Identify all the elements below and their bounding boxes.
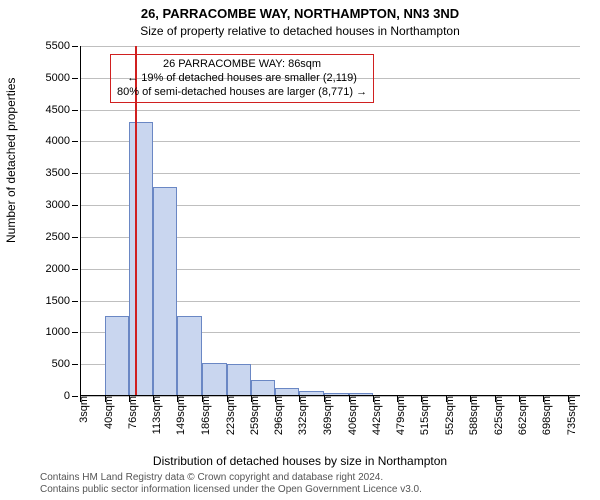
x-tick-label: 662sqm	[509, 396, 529, 435]
x-tick-label: 369sqm	[314, 396, 334, 435]
x-axis-label: Distribution of detached houses by size …	[0, 454, 600, 468]
annotation-line: 26 PARRACOMBE WAY: 86sqm	[117, 58, 367, 72]
x-tick-label: 515sqm	[411, 396, 431, 435]
histogram-bar	[251, 380, 276, 396]
histogram-bar	[177, 316, 202, 396]
x-tick-label: 3sqm	[70, 396, 90, 423]
y-tick-label: 3000	[46, 199, 80, 211]
y-tick-label: 1500	[46, 295, 80, 307]
y-tick-label: 2500	[46, 231, 80, 243]
x-tick-label: 735sqm	[558, 396, 578, 435]
footnote-line: Contains public sector information licen…	[40, 484, 580, 496]
gridline	[80, 173, 580, 174]
x-tick-label: 296sqm	[265, 396, 285, 435]
histogram-bar	[129, 122, 154, 396]
histogram-bar	[227, 364, 251, 396]
y-tick-label: 5500	[46, 40, 80, 52]
histogram-bar	[105, 316, 129, 396]
y-axis-line	[80, 46, 81, 396]
x-tick-label: 259sqm	[241, 396, 261, 435]
footnote: Contains HM Land Registry data © Crown c…	[40, 472, 580, 496]
annotation-line: 80% of semi-detached houses are larger (…	[117, 86, 367, 100]
y-tick-label: 500	[52, 358, 80, 370]
x-tick-label: 442sqm	[363, 396, 383, 435]
x-tick-label: 76sqm	[119, 396, 139, 429]
gridline	[80, 46, 580, 47]
x-tick-label: 406sqm	[339, 396, 359, 435]
gridline	[80, 141, 580, 142]
x-tick-label: 625sqm	[485, 396, 505, 435]
x-tick-label: 698sqm	[533, 396, 553, 435]
chart-subtitle: Size of property relative to detached ho…	[0, 24, 600, 38]
y-tick-label: 4000	[46, 135, 80, 147]
chart-title: 26, PARRACOMBE WAY, NORTHAMPTON, NN3 3ND	[0, 6, 600, 21]
histogram-bar	[153, 187, 177, 396]
y-tick-label: 1000	[46, 326, 80, 338]
histogram-bar	[202, 363, 227, 396]
x-tick-label: 113sqm	[143, 396, 163, 434]
y-tick-label: 4500	[46, 104, 80, 116]
y-tick-label: 5000	[46, 72, 80, 84]
y-tick-label: 2000	[46, 263, 80, 275]
x-axis-line	[80, 395, 580, 396]
x-tick-label: 588sqm	[460, 396, 480, 435]
x-tick-label: 40sqm	[95, 396, 115, 429]
x-tick-label: 552sqm	[436, 396, 456, 435]
footnote-line: Contains HM Land Registry data © Crown c…	[40, 472, 580, 484]
x-tick-label: 223sqm	[217, 396, 237, 435]
x-tick-label: 479sqm	[387, 396, 407, 435]
y-tick-label: 3500	[46, 167, 80, 179]
x-tick-label: 186sqm	[192, 396, 212, 435]
gridline	[80, 110, 580, 111]
x-tick-label: 149sqm	[167, 396, 187, 435]
plot-area: 0500100015002000250030003500400045005000…	[80, 46, 580, 396]
annotation-box: 26 PARRACOMBE WAY: 86sqm← 19% of detache…	[110, 54, 374, 103]
annotation-line: ← 19% of detached houses are smaller (2,…	[117, 72, 367, 86]
y-axis-label: Number of detached properties	[4, 78, 18, 243]
x-tick-label: 332sqm	[289, 396, 309, 435]
